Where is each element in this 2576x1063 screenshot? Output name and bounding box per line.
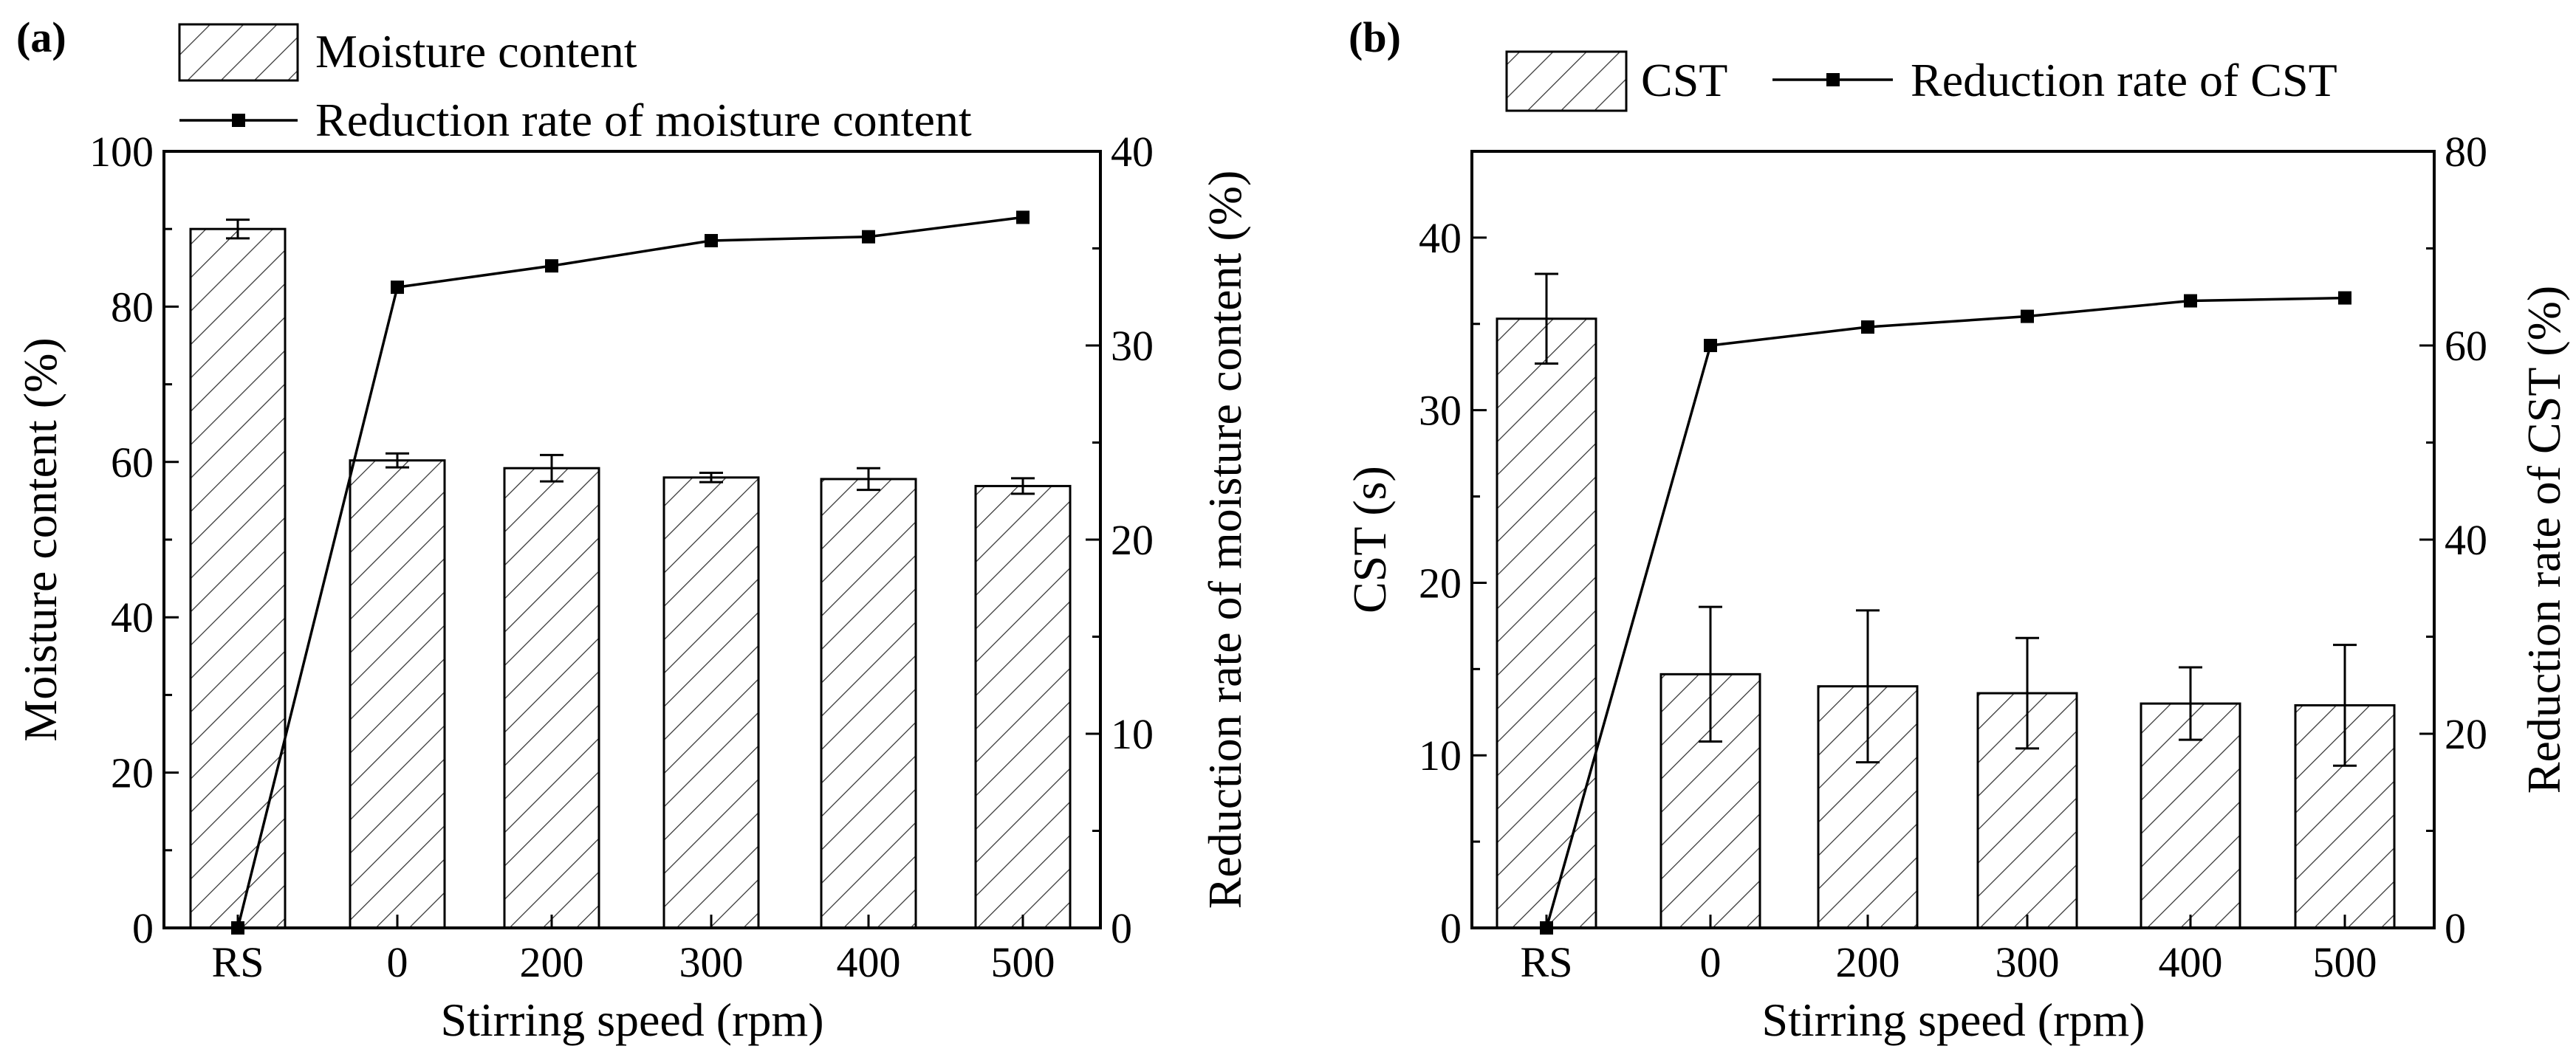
y-left-tick-label: 40 <box>1419 214 1462 262</box>
line-point-200 <box>545 259 558 273</box>
axes: 0 20 40 60 80 100 0 10 20 30 40 RS 0 200 300 400 500 <box>89 128 1154 986</box>
plot-frame <box>1470 150 2436 929</box>
x-tick-label: RS <box>212 938 264 986</box>
x-axis-title: Stirring speed (rpm) <box>1762 994 2145 1046</box>
bar-series <box>1496 317 2396 929</box>
y-right-tick-label: 30 <box>1111 322 1154 370</box>
y-left-tick-label: 20 <box>111 749 154 797</box>
y-left-tick-label: 100 <box>89 128 154 176</box>
panel-a-chart: (a) Moisture content Reduction rate of m… <box>14 13 1251 1046</box>
panel-a-label: (a) <box>16 13 66 61</box>
y-right-tick-label: 20 <box>2445 710 2487 758</box>
panel-b-chart: (b) CST Reduction rate of CST 0102030400… <box>1343 13 2570 1046</box>
x-tick-label: 400 <box>837 938 901 986</box>
line-point-400 <box>2184 294 2197 308</box>
line-point-0 <box>1704 339 1717 352</box>
x-tick-label: 0 <box>387 938 408 986</box>
y-axis-left-title: CST (s) <box>1343 466 1396 613</box>
x-tick-label: 200 <box>520 938 584 986</box>
reduction-rate-line <box>236 216 1024 929</box>
legend-bar-label: CST <box>1641 54 1727 106</box>
legend-bar-swatch <box>178 23 299 82</box>
bar-RS <box>189 227 287 929</box>
y-left-tick-label: 0 <box>132 904 154 952</box>
bar-0 <box>349 459 446 929</box>
x-tick-label: 500 <box>991 938 1055 986</box>
y-left-tick-label: 80 <box>111 283 154 331</box>
bar-300 <box>662 476 760 929</box>
legend-line-label: Reduction rate of CST <box>1911 54 2337 106</box>
y-right-tick-label: 10 <box>1111 710 1154 758</box>
panel-b-label: (b) <box>1349 13 1401 61</box>
x-tick-label: 200 <box>1836 938 1900 986</box>
bar-400 <box>820 478 917 929</box>
bar-series <box>189 227 1072 929</box>
y-left-tick-label: 0 <box>1440 904 1462 952</box>
y-axis-right-title: Reduction rate of CST (%) <box>2518 286 2570 794</box>
y-right-tick-label: 0 <box>1111 904 1132 952</box>
legend-bar-label: Moisture content <box>315 25 637 78</box>
y-right-tick-label: 40 <box>2445 516 2487 564</box>
error-bars <box>226 219 1035 495</box>
y-axis-right-title: Reduction rate of moisture content (%) <box>1199 171 1251 909</box>
y-axis-left-title: Moisture content (%) <box>14 337 66 741</box>
bar-200 <box>503 467 600 929</box>
y-left-tick-label: 60 <box>111 438 154 486</box>
y-right-tick-label: 60 <box>2445 322 2487 370</box>
legend-line-marker <box>1826 73 1840 86</box>
y-right-tick-label: 40 <box>1111 128 1154 176</box>
plot-frame <box>162 150 1102 929</box>
error-bars <box>1535 272 2357 767</box>
line-point-0 <box>391 281 404 295</box>
bar-500 <box>974 484 1072 929</box>
x-tick-label: 400 <box>2159 938 2223 986</box>
y-right-tick-label: 80 <box>2445 128 2487 176</box>
legend-line-label: Reduction rate of moisture content <box>315 94 972 146</box>
line-point-500 <box>1016 210 1030 224</box>
y-left-tick-label: 30 <box>1419 387 1462 435</box>
y-right-tick-label: 0 <box>2445 904 2466 952</box>
x-tick-label: 0 <box>1700 938 1722 986</box>
line-point-500 <box>2338 291 2351 305</box>
y-left-tick-label: 40 <box>111 594 154 641</box>
legend-line-marker <box>232 114 245 127</box>
y-left-tick-label: 10 <box>1419 732 1462 780</box>
x-tick-label: 300 <box>679 938 744 986</box>
reduction-rate-line <box>1545 296 2346 929</box>
x-axis-title: Stirring speed (rpm) <box>441 994 824 1046</box>
y-left-tick-label: 20 <box>1419 559 1462 607</box>
line-point-300 <box>705 233 718 247</box>
x-tick-label: 300 <box>1996 938 2060 986</box>
y-right-tick-label: 20 <box>1111 516 1154 564</box>
line-point-200 <box>1861 320 1874 334</box>
bar-RS <box>1496 317 1597 929</box>
legend-bar-swatch <box>1505 50 1628 112</box>
line-point-300 <box>2021 309 2034 323</box>
x-tick-label: 500 <box>2313 938 2377 986</box>
line-point-400 <box>862 230 875 244</box>
x-tick-label: RS <box>1521 938 1573 986</box>
